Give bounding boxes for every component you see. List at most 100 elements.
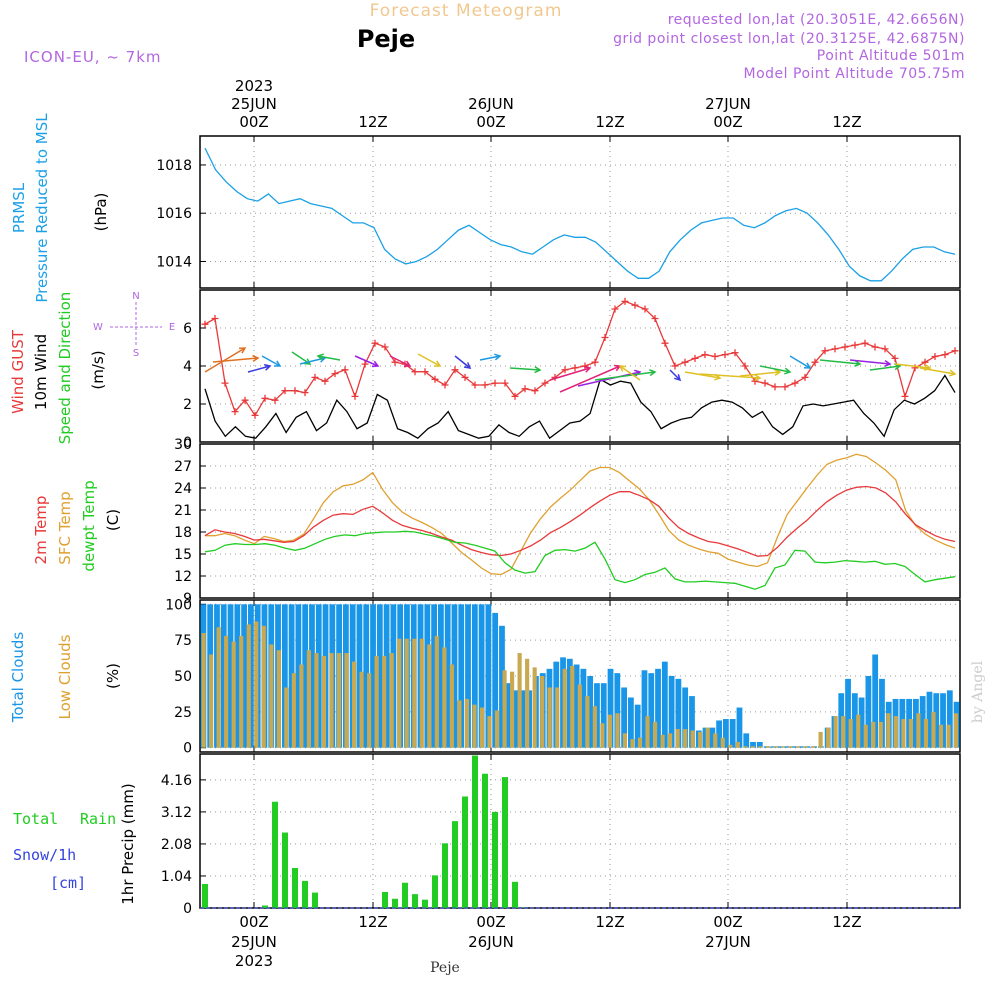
low-cloud-bar — [788, 746, 793, 748]
gust-marker — [811, 358, 819, 366]
gust-marker — [521, 385, 529, 393]
total-cloud-bar — [723, 719, 729, 748]
rain-bar — [512, 881, 518, 908]
gust-marker — [751, 377, 759, 385]
gust-marker — [661, 339, 669, 347]
low-cloud-bar — [863, 724, 868, 748]
bottom-tick-0: 00Z — [239, 913, 268, 931]
rain-label-rain: Rain — [80, 810, 116, 828]
total-cloud-bar — [248, 604, 254, 748]
gust-marker — [451, 366, 459, 374]
compass-n: N — [132, 291, 139, 302]
low-cloud-bar — [780, 746, 786, 748]
low-cloud-bar — [938, 724, 944, 748]
wind-arrow-head — [784, 367, 792, 375]
gust-marker — [831, 345, 839, 353]
sfc-temp-line — [205, 453, 956, 576]
wind-direction-arrow — [919, 367, 956, 375]
gust-marker — [891, 354, 899, 362]
gust-marker — [391, 358, 399, 366]
wind-direction-arrow — [789, 355, 811, 369]
gust-marker — [351, 392, 359, 400]
point-altitude: Point Altitude 501m — [817, 48, 965, 64]
low-cloud-bar — [442, 647, 447, 748]
low-cloud-bar — [652, 721, 658, 748]
gust-marker — [381, 343, 389, 351]
rain-label-total: Total — [13, 810, 58, 828]
wind-direction-arrow — [669, 369, 681, 381]
pressure-label-1: PRMSL — [10, 182, 28, 233]
supertitle: Forecast Meteogram — [370, 1, 563, 21]
gust-marker — [881, 345, 889, 353]
low-cloud-bar — [637, 737, 643, 748]
wind-arrow-head — [754, 374, 762, 382]
top-tick-3: 12Z — [595, 113, 624, 131]
bottom-date-26jun: 26JUN — [468, 933, 514, 951]
wind-label-3: Speed and Direction — [56, 292, 74, 445]
low-cloud-bar — [449, 664, 454, 748]
pressure-label-2: Pressure Reduced to MSL — [33, 113, 51, 303]
total-cloud-bar — [519, 690, 526, 748]
wind-label-2: 10m Wind — [32, 334, 50, 410]
wind-arrow-head — [583, 366, 592, 373]
pressure-ytick-label: 1016 — [156, 206, 192, 222]
total-cloud-bar — [865, 676, 872, 748]
plot-area: 1014101610180246912151821242730025507510… — [156, 135, 961, 917]
low-cloud-bar — [856, 714, 861, 748]
total-cloud-bar — [580, 668, 587, 748]
gust-marker — [321, 377, 329, 385]
precip-unit: 1hr Precip (mm) — [119, 783, 137, 904]
low-cloud-bar — [547, 687, 552, 748]
low-cloud-bar — [276, 650, 281, 748]
rain-bar — [312, 892, 318, 908]
bottom-date-25jun: 25JUN — [231, 933, 277, 951]
total-cloud-bar — [573, 664, 580, 748]
low-cloud-bar — [728, 744, 733, 748]
wind-arrow-head — [371, 360, 380, 368]
low-cloud-bar — [743, 746, 748, 748]
low-cloud-bar — [427, 644, 432, 748]
low-cloud-bar — [645, 716, 650, 748]
total-cloud-bar — [485, 604, 492, 748]
gust-marker — [841, 343, 849, 351]
gust-marker — [571, 364, 579, 372]
low-cloud-bar — [510, 671, 515, 748]
low-cloud-bar — [261, 625, 266, 748]
low-cloud-bar — [758, 746, 763, 748]
low-cloud-bar — [382, 655, 387, 748]
gust-marker — [771, 383, 779, 391]
low-cloud-bar — [367, 673, 372, 748]
model-altitude: Model Point Altitude 705.75m — [744, 66, 965, 82]
wind-direction-arrow — [619, 365, 641, 381]
total-cloud-bar — [621, 687, 627, 748]
gust-marker — [721, 351, 729, 359]
gust-marker — [681, 358, 689, 366]
wind-frame — [199, 289, 961, 443]
clouds-ytick-label: 100 — [165, 597, 192, 613]
gust-marker — [481, 381, 489, 389]
total-cloud-bar — [281, 604, 288, 748]
low-cloud-bar — [923, 719, 929, 748]
total-cloud-bar — [913, 698, 919, 748]
wind-arrow-head — [273, 360, 282, 367]
total-cloud-bar — [600, 683, 607, 748]
gust-marker — [761, 379, 769, 387]
temperature-ytick-label: 30 — [174, 437, 192, 453]
total-cloud-bar — [750, 741, 756, 748]
wind-direction-arrow — [759, 365, 791, 373]
compass-s: S — [133, 348, 139, 359]
bottom-year: 2023 — [235, 952, 273, 970]
snow-unit: [cm] — [50, 874, 86, 892]
gust-marker — [781, 383, 789, 391]
gust-marker — [361, 360, 369, 368]
low-cloud-bar — [284, 687, 289, 748]
rain-bar — [262, 905, 268, 908]
rain-bar — [472, 755, 478, 908]
gust-marker — [211, 315, 219, 322]
total-cloud-bar — [845, 678, 851, 748]
low-cloud-bar — [246, 624, 251, 748]
rain-bar — [422, 899, 428, 908]
bottom-tick-2: 00Z — [476, 913, 505, 931]
gust-marker — [701, 351, 709, 359]
total-cloud-bar — [288, 604, 295, 748]
